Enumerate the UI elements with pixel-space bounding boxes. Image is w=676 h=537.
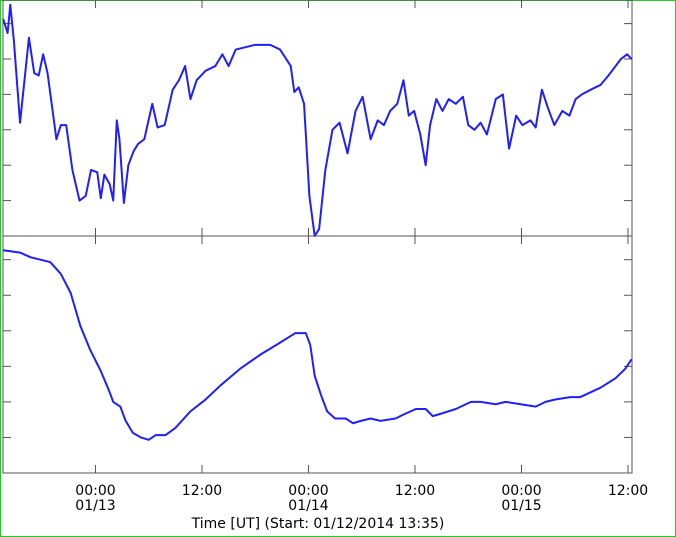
x-tick-label: 00:00 01/14 (288, 483, 329, 514)
x-tick-label: 12:00 (607, 483, 649, 499)
panel-frame (2, 235, 633, 474)
x-tick-label: 12:00 (181, 483, 223, 499)
data-line (2, 3, 633, 237)
x-axis-label: Time [UT] (Start: 01/12/2014 13:35) (191, 516, 445, 532)
x-tick-label: 00:00 01/15 (501, 483, 542, 514)
x-tick-label: 00:00 01/13 (75, 483, 116, 514)
x-tick-label: 12:00 (394, 483, 436, 499)
data-line (3, 249, 633, 441)
